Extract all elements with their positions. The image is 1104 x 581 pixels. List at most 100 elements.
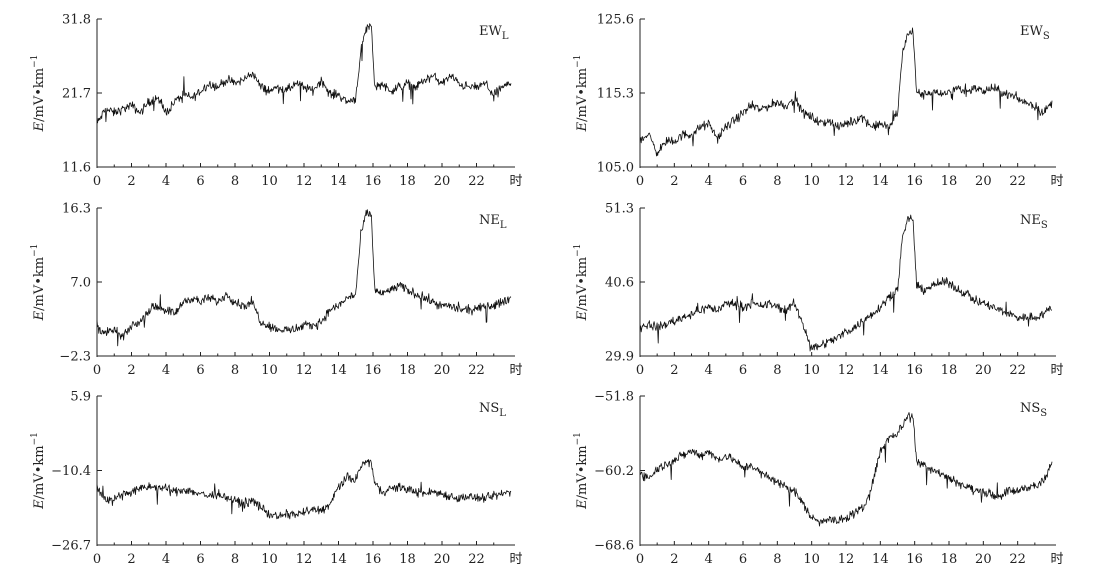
- x-tick-label: 4: [162, 174, 170, 189]
- x-tick-label: 2: [127, 363, 135, 378]
- y-label-symbol: E: [575, 499, 590, 510]
- y-tick-label: 40.6: [605, 276, 634, 291]
- x-tick-label: 18: [941, 174, 958, 189]
- x-tick-label: 18: [399, 363, 416, 378]
- y-tick-label: 11.6: [62, 161, 91, 176]
- x-tick-label: 16: [365, 552, 382, 567]
- chart-panel-EW_L: 11.6 21.7 31.8 0 2 4 6 8 10 12 14 16 18 20 22 时 E/mV•km−…: [30, 13, 523, 190]
- x-tick-label: 4: [705, 174, 713, 189]
- y-label-exponent: −1: [30, 55, 40, 68]
- x-tick-label: 2: [670, 552, 678, 567]
- y-tick-label: 115.3: [597, 87, 634, 102]
- y-tick-label: 5.9: [70, 390, 91, 405]
- chart-title-sub: S: [1040, 408, 1047, 419]
- y-label-symbol: E: [32, 499, 47, 510]
- x-tick-label: 16: [906, 552, 923, 567]
- x-tick-label: 8: [773, 174, 781, 189]
- x-tick-label: 10: [803, 552, 820, 567]
- chart-title-main: NS: [479, 401, 499, 416]
- y-axis-label: E/mV•km−1: [30, 55, 47, 133]
- y-label-symbol: E: [575, 310, 590, 321]
- y-tick-label: 125.6: [597, 13, 634, 28]
- x-unit-label: 时: [509, 552, 522, 567]
- x-unit-label: 时: [1050, 552, 1063, 567]
- x-tick-label: 8: [773, 363, 781, 378]
- x-tick-label: 10: [261, 174, 278, 189]
- y-tick-label: −2.3: [59, 350, 91, 365]
- y-label-symbol: E: [32, 121, 47, 132]
- chart-title: EWS: [1020, 24, 1050, 42]
- x-tick-label: 20: [434, 363, 451, 378]
- x-unit-label: 时: [1050, 363, 1063, 378]
- series-line-NE_L: [96, 209, 512, 347]
- chart-panel-NS_S: −68.6 −60.2 −51.8 0 2 4 6 8 10 12 14 16 18 20 22 时 E/mV•…: [573, 390, 1064, 568]
- chart-title-main: NE: [479, 213, 500, 228]
- x-tick-label: 2: [127, 552, 135, 567]
- x-tick-label: 12: [838, 552, 855, 567]
- x-tick-label: 14: [872, 363, 889, 378]
- y-label-symbol: E: [32, 310, 47, 321]
- x-tick-label: 22: [468, 552, 485, 567]
- y-tick-label: 7.0: [70, 276, 91, 291]
- x-tick-label: 10: [803, 363, 820, 378]
- chart-panel-NE_S: 29.9 40.6 51.3 0 2 4 6 8 10 12 14 16 18 20 22 时 E/mV•km−…: [573, 202, 1064, 379]
- x-tick-label: 8: [231, 363, 239, 378]
- x-tick-label: 6: [196, 174, 204, 189]
- chart-panel-NE_L: −2.3 7.0 16.3 0 2 4 6 8 10 12 14 16 18 20 22 时 E/mV•km−1…: [30, 202, 523, 379]
- chart-title-sub: L: [499, 408, 506, 419]
- x-tick-label: 22: [468, 363, 485, 378]
- y-label-unit: /mV•km: [575, 445, 590, 499]
- x-unit-label: 时: [1050, 174, 1063, 189]
- x-tick-label: 22: [1009, 363, 1026, 378]
- chart-title: NES: [1020, 213, 1048, 231]
- x-tick-label: 20: [434, 552, 451, 567]
- y-tick-label: 105.0: [597, 161, 634, 176]
- x-tick-label: 12: [296, 363, 313, 378]
- y-label-unit: /mV•km: [32, 445, 47, 499]
- x-tick-label: 2: [670, 174, 678, 189]
- x-tick-label: 14: [330, 363, 347, 378]
- chart-title: NEL: [479, 213, 507, 231]
- y-label-exponent: −1: [573, 432, 583, 445]
- series-line-NS_L: [96, 459, 512, 520]
- x-tick-label: 4: [705, 363, 713, 378]
- y-tick-label: −68.6: [594, 539, 634, 554]
- y-tick-label: 21.7: [62, 87, 91, 102]
- y-label-unit: /mV•km: [575, 257, 590, 311]
- chart-title: NSS: [1020, 401, 1047, 419]
- y-axis-label: E/mV•km−1: [573, 244, 590, 322]
- y-label-symbol: E: [575, 121, 590, 132]
- x-tick-label: 20: [975, 174, 992, 189]
- x-tick-label: 18: [399, 552, 416, 567]
- chart-title: EWL: [479, 24, 509, 42]
- x-tick-label: 20: [975, 363, 992, 378]
- x-tick-label: 4: [162, 363, 170, 378]
- x-tick-label: 20: [975, 552, 992, 567]
- x-tick-label: 18: [941, 363, 958, 378]
- x-tick-label: 14: [872, 174, 889, 189]
- x-tick-label: 14: [330, 552, 347, 567]
- chart-title-main: EW: [479, 24, 502, 39]
- chart-title: NSL: [479, 401, 506, 419]
- chart-title-sub: S: [1041, 220, 1048, 231]
- x-tick-label: 16: [365, 174, 382, 189]
- y-axis-label: E/mV•km−1: [573, 55, 590, 133]
- y-label-exponent: −1: [30, 432, 40, 445]
- x-tick-label: 10: [803, 174, 820, 189]
- chart-title-sub: L: [500, 220, 507, 231]
- x-tick-label: 20: [434, 174, 451, 189]
- y-tick-label: −60.2: [594, 464, 634, 479]
- chart-title-sub: L: [502, 31, 509, 42]
- x-tick-label: 2: [670, 363, 678, 378]
- y-tick-label: 29.9: [605, 350, 634, 365]
- y-label-exponent: −1: [573, 55, 583, 68]
- x-tick-label: 12: [838, 363, 855, 378]
- x-tick-label: 22: [1009, 552, 1026, 567]
- y-label-unit: /mV•km: [32, 257, 47, 311]
- x-tick-label: 2: [127, 174, 135, 189]
- x-tick-label: 14: [872, 552, 889, 567]
- y-axis-label: E/mV•km−1: [30, 432, 47, 510]
- x-tick-label: 12: [296, 174, 313, 189]
- y-label-unit: /mV•km: [575, 68, 590, 122]
- x-tick-label: 12: [838, 174, 855, 189]
